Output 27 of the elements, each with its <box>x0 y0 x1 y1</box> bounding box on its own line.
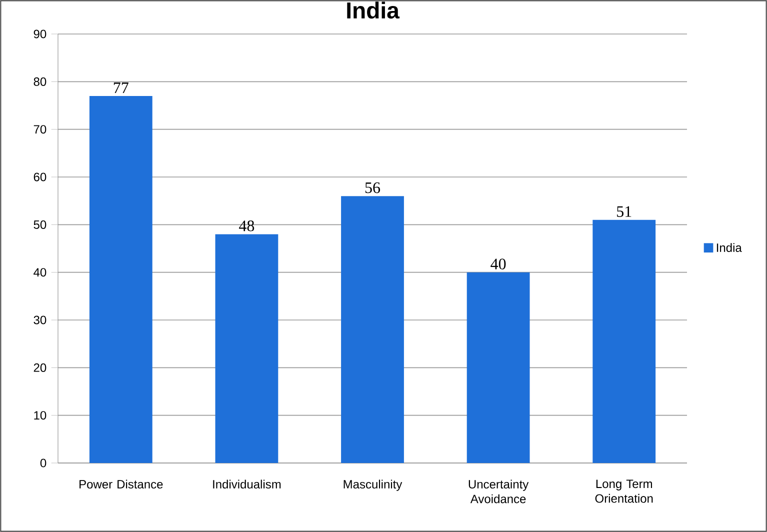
x-tick-label: Uncertainty Avoidance <box>468 480 529 504</box>
chart-title: India <box>347 2 400 19</box>
data-label: 48 <box>239 220 254 232</box>
data-label: 77 <box>114 82 128 94</box>
y-tick-label: 80 <box>34 77 46 86</box>
bar <box>341 196 404 463</box>
bar <box>89 96 152 463</box>
data-label: 56 <box>365 182 380 194</box>
bar <box>215 234 278 463</box>
bar <box>592 220 656 463</box>
y-tick-label: 30 <box>34 316 46 324</box>
y-tick-label: 50 <box>34 220 46 229</box>
y-tick-label: 60 <box>34 172 46 182</box>
y-tick-label: 20 <box>34 363 46 372</box>
y-tick-label: 70 <box>34 125 46 134</box>
x-tick-label: Power Distance <box>80 480 163 489</box>
x-tick-label: Masculinity <box>344 480 402 491</box>
legend-label: India <box>716 243 742 252</box>
bar <box>466 272 530 463</box>
data-label: 51 <box>617 206 632 217</box>
y-tick-label: 0 <box>40 458 46 468</box>
y-tick-label: 40 <box>34 268 46 277</box>
y-tick-label: 90 <box>34 30 46 38</box>
y-tick-label: 10 <box>34 411 46 420</box>
data-label: 40 <box>490 258 506 270</box>
x-tick-label: Individualism <box>213 480 281 489</box>
x-tick-label: Long Term Orientation <box>595 480 653 503</box>
